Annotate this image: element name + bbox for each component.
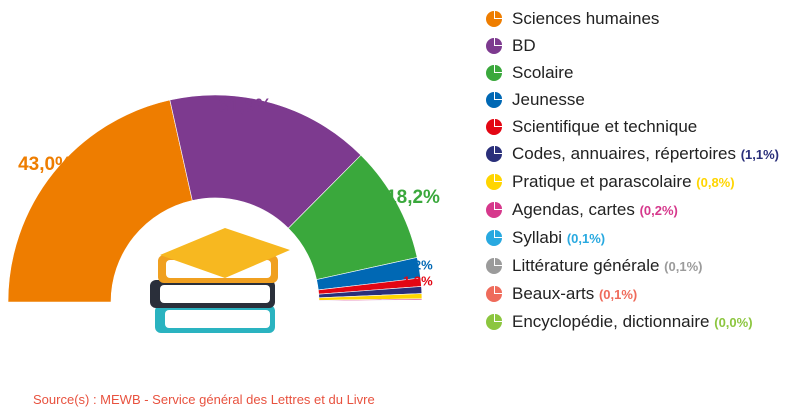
legend-label: Jeunesse	[512, 90, 585, 109]
legend-label: Agendas, cartes	[512, 200, 635, 219]
value-label: 3,2%	[403, 257, 433, 272]
legend-swatch	[495, 230, 502, 237]
legend-text: Syllabi (0,1%)	[512, 227, 605, 250]
value-label: 1,3%	[403, 273, 433, 288]
legend-icon	[486, 11, 502, 27]
legend-item: Pratique et parascolaire (0,8%)	[486, 171, 786, 194]
legend-item: Encyclopédie, dictionnaire (0,0%)	[486, 311, 786, 334]
legend-text: Encyclopédie, dictionnaire (0,0%)	[512, 311, 753, 334]
legend-label: Beaux-arts	[512, 284, 594, 303]
legend-text: Beaux-arts (0,1%)	[512, 283, 637, 306]
legend-label: Sciences humaines	[512, 9, 659, 28]
legend-text: BD	[512, 35, 536, 57]
legend-icon	[486, 314, 502, 330]
legend-icon	[486, 92, 502, 108]
legend-label: Littérature générale	[512, 256, 659, 275]
legend-item: Scolaire	[486, 62, 786, 84]
legend-item: Jeunesse	[486, 89, 786, 111]
legend-swatch	[495, 92, 502, 99]
legend-icon	[486, 230, 502, 246]
legend-text: Sciences humaines	[512, 8, 659, 30]
legend-item: Littérature générale (0,1%)	[486, 255, 786, 278]
legend-swatch	[495, 146, 502, 153]
legend-swatch	[495, 174, 502, 181]
legend-swatch	[495, 38, 502, 45]
legend-text: Pratique et parascolaire (0,8%)	[512, 171, 735, 194]
legend-item: Beaux-arts (0,1%)	[486, 283, 786, 306]
legend-swatch	[495, 119, 502, 126]
legend-text: Littérature générale (0,1%)	[512, 255, 702, 278]
legend-item: Agendas, cartes (0,2%)	[486, 199, 786, 222]
legend-icon	[486, 65, 502, 81]
source: Source(s) : MEWB - Service général des L…	[33, 392, 375, 407]
legend-label: Scolaire	[512, 63, 573, 82]
legend-icon	[486, 202, 502, 218]
legend-swatch	[495, 258, 502, 265]
value-label: 43,0%	[18, 154, 72, 175]
legend-text: Agendas, cartes (0,2%)	[512, 199, 678, 222]
legend-value: (0,2%)	[640, 203, 678, 218]
legend-swatch	[495, 202, 502, 209]
legend-swatch	[495, 11, 502, 18]
books-icon	[150, 228, 290, 333]
legend-label: BD	[512, 36, 536, 55]
legend-value: (0,1%)	[599, 287, 637, 302]
legend-item: Scientifique et technique	[486, 116, 786, 138]
legend-icon	[486, 146, 502, 162]
legend-value: (1,1%)	[741, 147, 779, 162]
legend-icon	[486, 119, 502, 135]
legend-label: Pratique et parascolaire	[512, 172, 692, 191]
legend-icon	[486, 258, 502, 274]
legend-swatch	[495, 314, 502, 321]
legend-value: (0,0%)	[714, 315, 752, 330]
legend-label: Codes, annuaires, répertoires	[512, 144, 736, 163]
legend-item: Sciences humaines	[486, 8, 786, 30]
chart: 43,0% 31,9% 18,2% 3,2%1,3%	[0, 0, 480, 406]
legend-text: Scientifique et technique	[512, 116, 697, 138]
legend-value: (0,8%)	[696, 175, 734, 190]
legend-text: Scolaire	[512, 62, 573, 84]
legend-icon	[486, 38, 502, 54]
legend-value: (0,1%)	[664, 259, 702, 274]
legend-label: Syllabi	[512, 228, 562, 247]
legend-swatch	[495, 65, 502, 72]
legend: Sciences humaines BD Scolaire Jeunesse Scien…	[486, 8, 786, 334]
legend-icon	[486, 174, 502, 190]
legend-text: Jeunesse	[512, 89, 585, 111]
legend-label: Encyclopédie, dictionnaire	[512, 312, 710, 331]
legend-item: Syllabi (0,1%)	[486, 227, 786, 250]
page: 43,0% 31,9% 18,2% 3,2%1,3% Sciences humaine…	[0, 0, 808, 406]
value-label: 31,9%	[218, 96, 272, 117]
legend-item: BD	[486, 35, 786, 57]
legend-icon	[486, 286, 502, 302]
legend-item: Codes, annuaires, répertoires (1,1%)	[486, 143, 786, 166]
value-label: 18,2%	[386, 187, 440, 208]
legend-swatch	[495, 286, 502, 293]
legend-text: Codes, annuaires, répertoires (1,1%)	[512, 143, 779, 166]
legend-label: Scientifique et technique	[512, 117, 697, 136]
legend-value: (0,1%)	[567, 231, 605, 246]
